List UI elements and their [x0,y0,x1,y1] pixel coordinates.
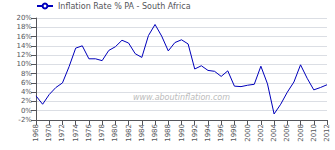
svg-text:1976: 1976 [85,123,93,141]
svg-text:2000: 2000 [244,124,252,142]
svg-text:1970: 1970 [45,124,53,142]
svg-text:1992: 1992 [191,124,199,142]
svg-text:4%: 4% [21,88,32,96]
svg-text:1996: 1996 [217,123,225,141]
svg-text:2012: 2012 [323,124,331,142]
svg-text:2010: 2010 [310,124,318,142]
svg-text:1986: 1986 [151,123,159,141]
svg-text:14%: 14% [16,42,32,50]
svg-text:1990: 1990 [178,124,186,142]
svg-text:Inflation Rate % PA - South Af: Inflation Rate % PA - South Africa [58,2,191,11]
svg-text:1984: 1984 [138,123,146,141]
svg-text:1998: 1998 [230,124,238,142]
svg-text:-2%: -2% [18,116,32,124]
svg-text:1980: 1980 [111,124,119,142]
svg-text:2006: 2006 [283,123,291,141]
svg-text:1968: 1968 [32,124,40,142]
svg-text:1988: 1988 [164,124,172,142]
svg-text:6%: 6% [21,79,32,87]
svg-text:2002: 2002 [257,124,265,142]
svg-text:www.aboutinflation.com: www.aboutinflation.com [133,93,230,102]
svg-text:20%: 20% [16,14,32,22]
svg-text:2004: 2004 [270,123,278,141]
svg-text:12%: 12% [16,51,32,59]
svg-text:2%: 2% [21,97,32,105]
svg-text:18%: 18% [16,23,32,31]
svg-text:16%: 16% [16,33,32,41]
svg-text:1978: 1978 [98,124,106,142]
svg-text:1994: 1994 [204,123,212,141]
svg-text:1974: 1974 [72,123,80,141]
svg-text:2008: 2008 [297,124,305,142]
svg-text:1982: 1982 [125,124,133,142]
svg-text:8%: 8% [21,70,32,78]
svg-text:1972: 1972 [58,124,66,142]
svg-text:0%: 0% [21,107,32,115]
svg-text:10%: 10% [16,60,32,68]
